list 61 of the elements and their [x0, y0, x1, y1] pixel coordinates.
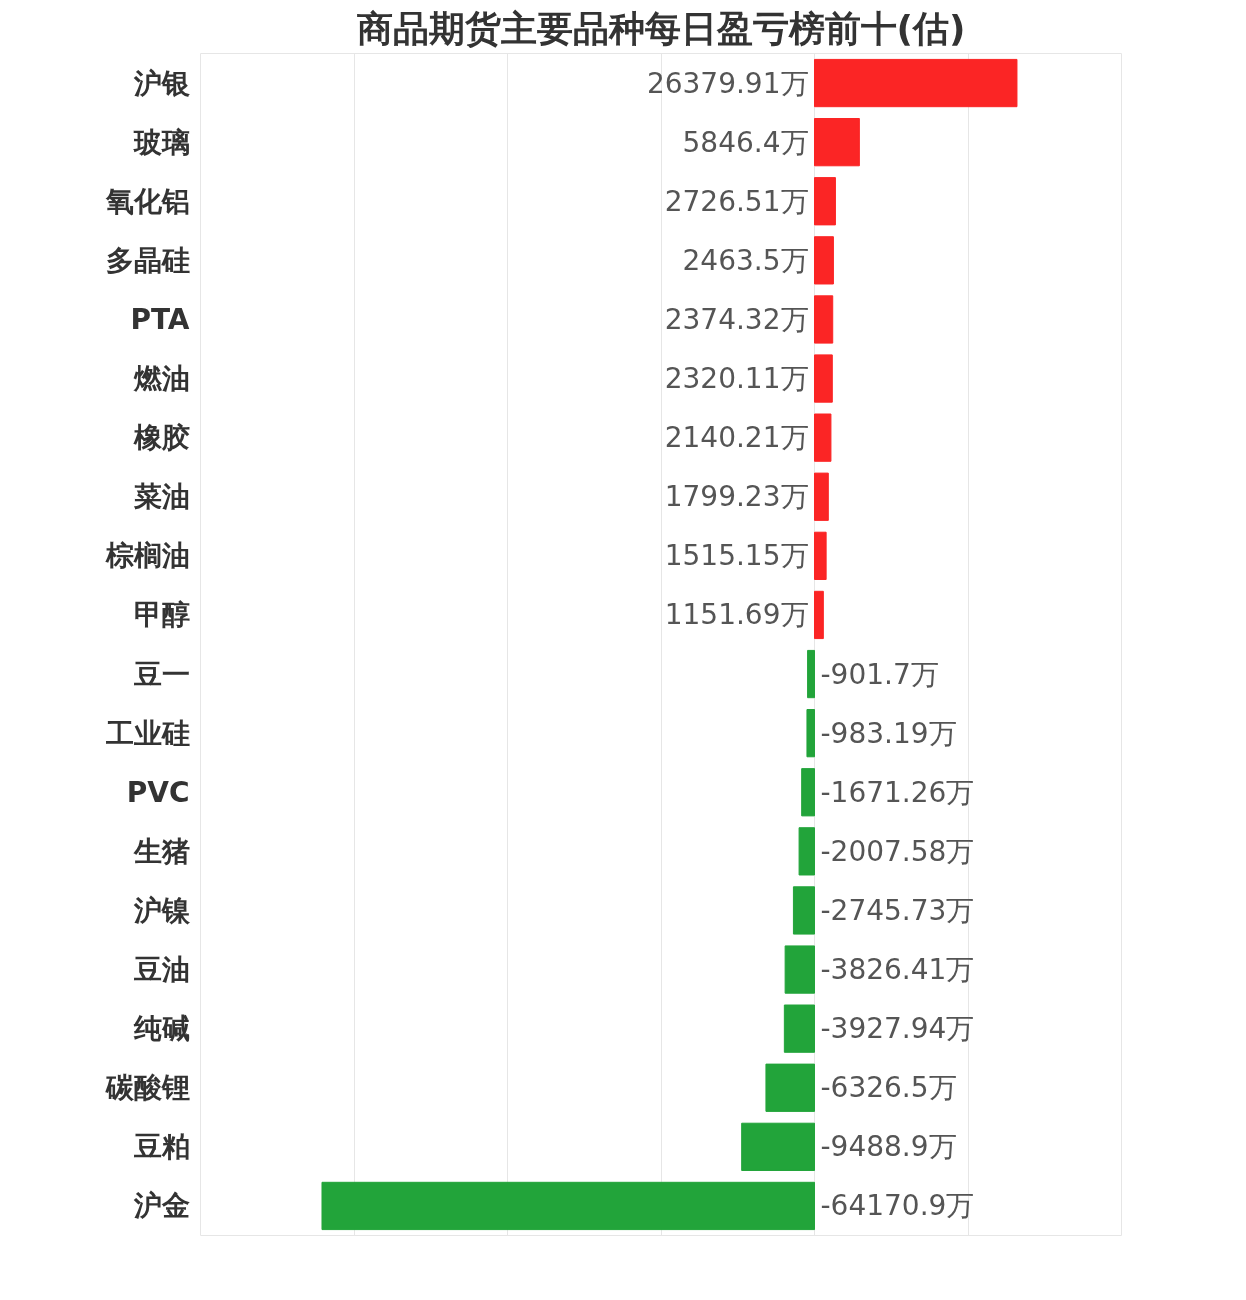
bar [798, 827, 815, 876]
chart-title: 商品期货主要品种每日盈亏榜前十(估) [356, 7, 966, 49]
y-tick-label: 棕榈油 [104, 539, 190, 573]
data-label: 2726.51万 [664, 184, 809, 218]
bar [814, 531, 827, 580]
data-label: -1671.26万 [820, 775, 975, 809]
data-label: -2745.73万 [820, 893, 975, 927]
bar [784, 945, 815, 994]
bar [814, 354, 833, 403]
data-label: 26379.91万 [646, 66, 809, 100]
data-label: 1799.23万 [664, 480, 809, 514]
bar [783, 1004, 815, 1053]
y-tick-label: 多晶硅 [105, 243, 190, 277]
data-label: -3826.41万 [820, 953, 975, 987]
bar [814, 413, 832, 462]
bar [807, 649, 815, 699]
y-tick-label: 工业硅 [104, 716, 190, 750]
bar [792, 886, 815, 935]
y-tick-label: 豆一 [132, 657, 190, 691]
y-tick-label: 生猪 [132, 834, 190, 868]
y-tick-label: 燃油 [132, 362, 190, 396]
bar [741, 1122, 815, 1171]
data-label: 1151.69万 [664, 598, 809, 632]
bar [814, 177, 836, 226]
y-tick-label: 菜油 [132, 480, 190, 514]
y-tick-label: PTA [130, 302, 190, 336]
y-tick-label: 沪银 [132, 66, 190, 100]
data-label: 5846.4万 [682, 125, 809, 159]
bar [765, 1063, 815, 1112]
data-label: -2007.58万 [820, 834, 975, 868]
y-tick-label: 玻璃 [132, 125, 190, 159]
y-tick-label: 沪金 [132, 1189, 190, 1223]
bar [814, 472, 829, 521]
data-label: -9488.9万 [820, 1130, 957, 1164]
bar [814, 295, 834, 344]
y-tick-label: 纯碱 [132, 1012, 190, 1046]
y-tick-label: 甲醇 [133, 598, 190, 632]
data-label: -6326.5万 [820, 1071, 957, 1105]
bar [814, 58, 1018, 108]
data-label: -901.7万 [820, 657, 939, 691]
y-tick-label: 豆粕 [132, 1130, 190, 1164]
data-label: -3927.94万 [820, 1012, 975, 1046]
bar [801, 768, 815, 817]
data-label: -983.19万 [820, 716, 957, 750]
data-label: 2140.21万 [664, 421, 809, 455]
y-tick-label: 沪镍 [132, 893, 191, 927]
data-label: -64170.9万 [820, 1189, 975, 1223]
bar [814, 590, 824, 640]
data-label: 1515.15万 [664, 539, 809, 573]
bar [806, 709, 815, 758]
y-tick-label: PVC [126, 775, 190, 809]
bar [814, 236, 834, 285]
bar [814, 118, 860, 167]
data-label: 2320.11万 [664, 362, 809, 396]
y-tick-label: 豆油 [132, 953, 190, 987]
y-tick-label: 氧化铝 [104, 184, 190, 218]
y-tick-label: 橡胶 [132, 421, 190, 455]
data-label: 2374.32万 [664, 302, 809, 336]
y-tick-label: 碳酸锂 [104, 1071, 190, 1105]
bar [321, 1181, 815, 1231]
data-label: 2463.5万 [682, 243, 809, 277]
